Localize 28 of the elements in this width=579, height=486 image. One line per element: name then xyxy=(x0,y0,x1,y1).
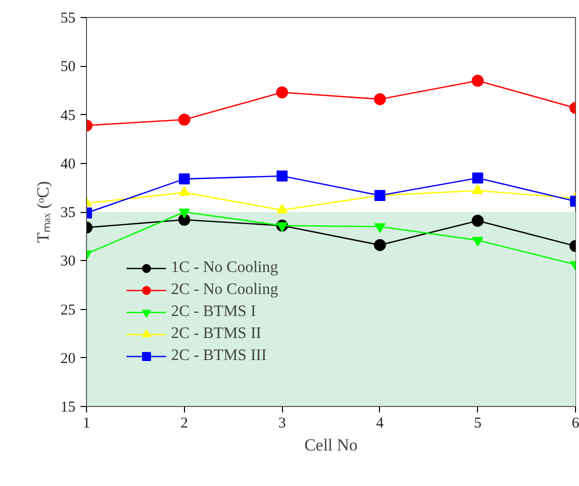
x-tick-label: 4 xyxy=(376,416,384,432)
legend-label: 2C - BTMS I xyxy=(171,303,256,321)
y-axis-title: Tₘₐₓ (ᵒC) xyxy=(34,181,52,243)
legend-label: 2C - No Cooling xyxy=(171,281,278,299)
y-tick-label: 55 xyxy=(60,10,76,26)
point xyxy=(374,239,386,252)
y-tick-label: 35 xyxy=(60,205,76,221)
y-tick-label: 20 xyxy=(60,350,76,367)
x-tick-label: 1 xyxy=(82,416,90,432)
x-tick-label: 6 xyxy=(572,416,579,432)
legend-label: 2C - BTMS III xyxy=(171,347,267,365)
x-axis-title: Cell No xyxy=(304,436,358,454)
x-tick-label: 3 xyxy=(278,416,286,432)
point xyxy=(374,93,386,106)
y-tick-label: 40 xyxy=(60,156,76,172)
legend-label: 2C - BTMS II xyxy=(171,325,262,343)
y-tick-label: 50 xyxy=(60,59,76,76)
point xyxy=(276,170,288,182)
x-tick-label: 2 xyxy=(180,416,188,432)
y-tick-label: 15 xyxy=(60,400,76,416)
point xyxy=(276,222,288,232)
x-tick-label: 5 xyxy=(474,416,482,432)
legend-label: 1C - No Cooling xyxy=(171,259,278,277)
point xyxy=(276,86,288,98)
y-tick-label: 25 xyxy=(60,302,76,318)
y-tick-label: 45 xyxy=(60,108,76,124)
y-tick-label: 30 xyxy=(60,254,76,270)
point xyxy=(374,223,386,233)
